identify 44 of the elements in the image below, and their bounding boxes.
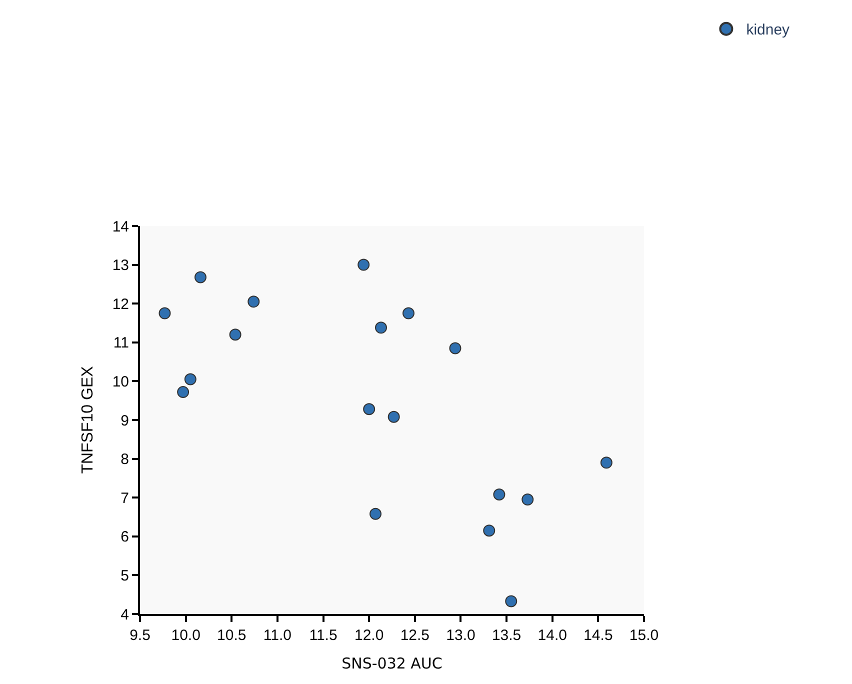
y-tick-label: 9: [120, 412, 129, 430]
x-tick-label: 11.0: [263, 627, 292, 644]
y-tick-label: 5: [120, 567, 129, 584]
y-tick-label: 10: [112, 373, 129, 390]
point: [375, 322, 387, 334]
point: [522, 494, 534, 506]
point: [505, 595, 518, 608]
point: [158, 307, 171, 320]
x-tick-label: 10.5: [217, 627, 246, 644]
point: [600, 456, 612, 469]
point: [493, 488, 506, 500]
x-tick-label: 15.0: [629, 627, 659, 644]
point: [370, 508, 382, 520]
point: [449, 342, 462, 354]
legend-label: kidney: [746, 22, 790, 39]
x-axis-title: SNS-032 AUC: [342, 654, 442, 672]
point: [194, 271, 206, 284]
point: [483, 524, 496, 537]
y-tick-label: 14: [112, 218, 129, 236]
y-tick-label: 11: [113, 334, 129, 352]
y-tick-label: 13: [112, 257, 129, 274]
point: [184, 373, 196, 386]
point: [248, 296, 260, 308]
x-tick-label: 10.0: [171, 627, 200, 644]
y-tick-label: 12: [112, 296, 129, 313]
y-tick-label: 7: [120, 490, 129, 507]
point: [229, 328, 242, 341]
point: [388, 410, 400, 423]
point: [402, 307, 414, 320]
point: [358, 258, 370, 271]
x-tick-label: 13.5: [492, 627, 522, 644]
point: [363, 403, 376, 416]
point: [177, 386, 190, 398]
x-tick-label: 12.0: [354, 627, 384, 644]
x-tick-label: 11.5: [309, 627, 338, 644]
y-tick-label: 4: [120, 606, 129, 624]
x-tick-label: 14.5: [584, 627, 613, 644]
x-tick-label: 14.0: [538, 627, 567, 644]
y-axis-title: TNFSF10 GEX: [80, 366, 97, 474]
x-tick-label: 13.0: [446, 627, 476, 644]
x-tick-label: 9.5: [130, 627, 150, 644]
y-tick-label: 6: [120, 528, 129, 546]
x-tick-label: 12.5: [400, 627, 430, 644]
y-tick-label: 8: [120, 451, 129, 468]
